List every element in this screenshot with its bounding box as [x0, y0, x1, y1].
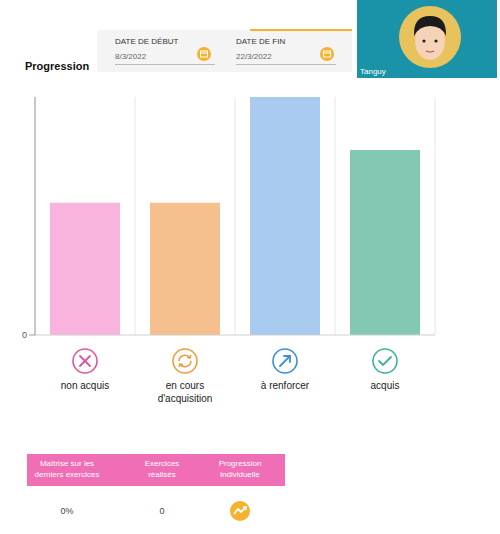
- html-text:DATE DE DÉBUT: DATE DE DÉBUT: [115, 37, 179, 46]
- html-text:DATE DE FIN: DATE DE FIN: [236, 37, 286, 46]
- html-text:22/3/2022: 22/3/2022: [236, 52, 272, 61]
- html-text:Progression: Progression: [25, 60, 90, 72]
- svg-text:en coursd'acquisition: en coursd'acquisition: [158, 380, 213, 404]
- html-text:8/3/2022: 8/3/2022: [115, 52, 147, 61]
- svg-text:à renforcer: à renforcer: [261, 380, 310, 391]
- html-text:Maîtrise sur les derniers exer: Maîtrise sur les derniers exercices: [34, 459, 100, 479]
- html-text:Exercices réalisés: Exercices réalisés: [144, 459, 180, 479]
- svg-text:0: 0: [22, 330, 27, 340]
- html-text:Tanguy: Tanguy: [360, 67, 386, 76]
- html-text:0%: 0%: [60, 506, 74, 516]
- html-text:Progression individuelle: Progression individuelle: [218, 459, 262, 479]
- svg-text:acquis: acquis: [371, 380, 400, 391]
- html-text:0: 0: [159, 506, 165, 516]
- svg-text:non acquis: non acquis: [61, 380, 109, 391]
